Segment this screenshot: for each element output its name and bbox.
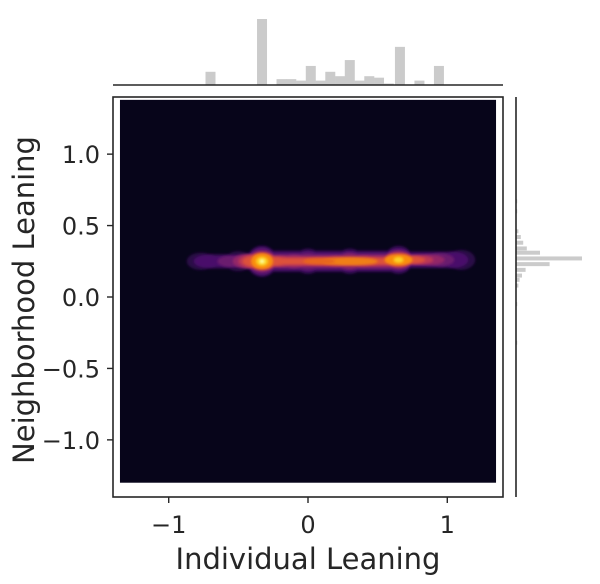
y-tick-label: 0.0 <box>62 284 100 312</box>
kde-density-peak <box>303 258 336 265</box>
y-tick-label: 1.0 <box>62 141 100 169</box>
x-marginal-bar <box>394 46 405 85</box>
y-marginal-bar <box>516 256 582 261</box>
y-marginal-bar <box>516 283 519 288</box>
x-axis-label: Individual Leaning <box>176 542 441 576</box>
kde-background <box>119 99 497 483</box>
y-marginal-bar <box>516 250 540 255</box>
kde-density-peak <box>393 256 404 263</box>
x-marginal-bar <box>305 65 316 85</box>
kde-density-plot <box>119 99 497 483</box>
x-tick-label: −1 <box>151 511 186 539</box>
y-axis-label: Neighborhood Leaning <box>7 136 41 464</box>
x-marginal-bar <box>205 71 216 85</box>
x-tick-label: 0 <box>300 511 315 539</box>
kde-density-peak <box>321 257 378 266</box>
x-marginal-bar <box>276 79 287 85</box>
y-marginal-histogram <box>516 199 582 345</box>
y-tick-label: −0.5 <box>42 355 100 383</box>
x-marginal-bar <box>286 79 297 85</box>
y-axis-ticks: 1.0 0.5 0.0 −0.5 −1.0 <box>42 141 113 455</box>
y-tick-label: −1.0 <box>42 427 100 455</box>
x-marginal-bar <box>414 80 425 85</box>
y-marginal-bar <box>516 277 520 282</box>
x-marginal-bar <box>296 80 307 85</box>
kde-density-peak <box>259 259 265 264</box>
y-marginal-bar <box>516 240 524 245</box>
x-marginal-bar <box>335 76 346 85</box>
x-marginal-bar <box>433 65 444 85</box>
x-marginal-bar <box>315 80 326 85</box>
y-marginal-bar <box>516 235 521 239</box>
y-marginal-bar <box>516 229 519 234</box>
x-marginal-bar <box>374 77 385 85</box>
x-marginal-bar <box>325 71 336 85</box>
y-tick-label: 0.5 <box>62 213 100 241</box>
x-marginal-bar <box>354 80 365 85</box>
x-axis-ticks: −1 0 1 <box>151 497 455 539</box>
x-marginal-bar <box>344 60 355 85</box>
y-marginal-bar <box>516 273 522 278</box>
y-marginal-bar <box>516 267 526 272</box>
y-marginal-bar <box>516 246 527 251</box>
x-marginal-bar <box>364 76 375 85</box>
x-tick-label: 1 <box>440 511 455 539</box>
x-marginal-histogram <box>205 19 444 85</box>
x-marginal-bar <box>257 19 268 85</box>
y-marginal-bar <box>516 262 550 267</box>
